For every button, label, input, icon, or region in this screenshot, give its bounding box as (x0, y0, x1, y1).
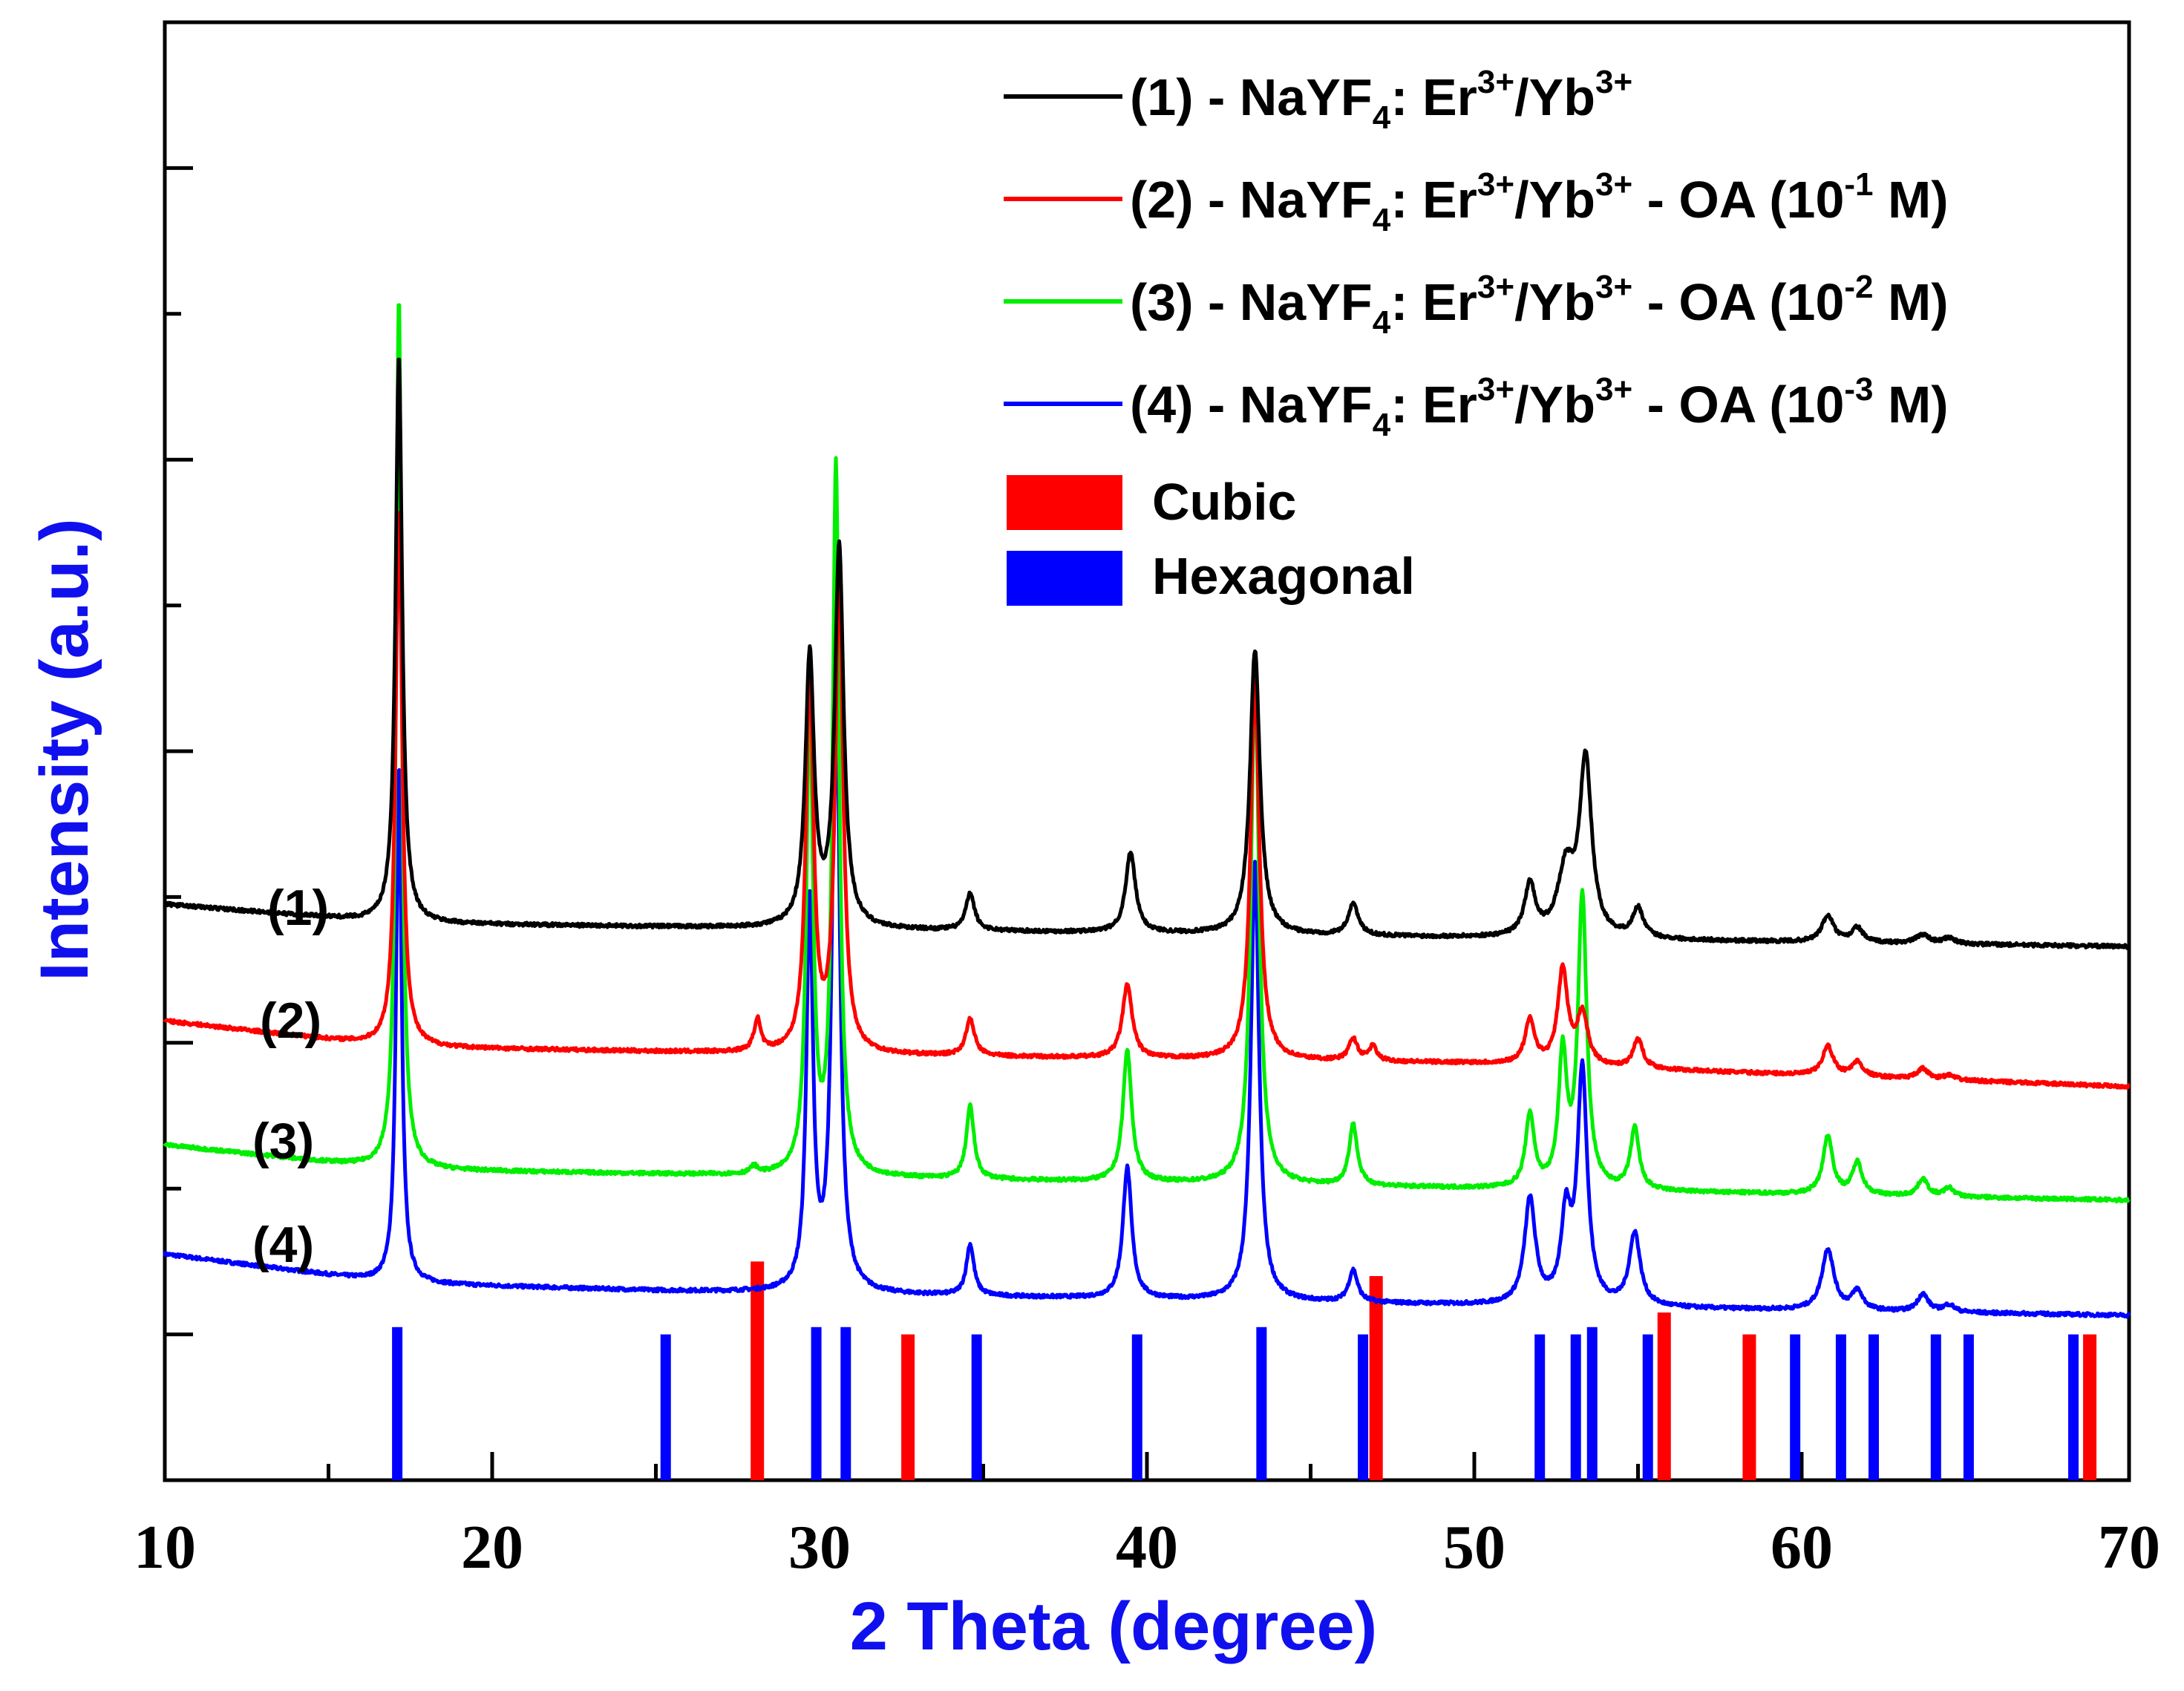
y-axis-ticks (165, 20, 193, 1337)
hexagonal-stick-2 (811, 1327, 822, 1480)
legend-swatch-hexagonal (1007, 551, 1122, 606)
x-axis-title: 2 Theta (degree) (850, 1589, 1378, 1664)
x-tick-label-70: 70 (2098, 1513, 2160, 1582)
x-tick-label-50: 50 (1443, 1513, 1505, 1582)
hexagonal-stick-11 (1642, 1334, 1653, 1480)
hexagonal-stick-13 (1835, 1334, 1846, 1480)
hexagonal-stick-15 (1930, 1334, 1941, 1480)
hexagonal-stick-5 (1131, 1334, 1142, 1480)
hexagonal-stick-14 (1869, 1334, 1880, 1480)
hexagonal-stick-17 (2068, 1334, 2079, 1480)
legend-label-2: (2) - NaYF4: Er3+/Yb3+ - OA (10-1 M) (1130, 166, 1949, 238)
hexagonal-stick-3 (840, 1327, 851, 1480)
curve-label-3: (3) (252, 1113, 314, 1169)
legend-label-hexagonal: Hexagonal (1152, 547, 1415, 605)
plot-frame (163, 20, 2131, 1482)
x-axis-ticks (163, 1452, 2131, 1480)
hexagonal-stick-12 (1790, 1334, 1801, 1480)
hexagonal-stick-9 (1570, 1334, 1581, 1480)
cubic-stick-4 (1742, 1334, 1756, 1480)
x-tick-labels: 10 20 30 40 50 60 70 (134, 1513, 2160, 1582)
hexagonal-stick-8 (1534, 1334, 1546, 1480)
curve-label-1: (1) (267, 880, 329, 936)
cubic-stick-5 (2083, 1334, 2097, 1480)
legend-label-4: (4) - NaYF4: Er3+/Yb3+ - OA (10-3 M) (1130, 371, 1949, 443)
xrd-curves (163, 303, 2131, 1319)
curve-label-4: (4) (252, 1217, 314, 1273)
hexagonal-stick-6 (1256, 1327, 1267, 1480)
hexagonal-stick-4 (971, 1334, 982, 1480)
hexagonal-stick-16 (1963, 1334, 1974, 1480)
legend-label-3: (3) - NaYF4: Er3+/Yb3+ - OA (10-2 M) (1130, 269, 1949, 341)
x-tick-label-30: 30 (788, 1513, 851, 1582)
hexagonal-stick-0 (392, 1327, 403, 1480)
series-line-s3 (163, 303, 2131, 1204)
series-line-s2 (163, 511, 2131, 1090)
curve-label-2: (2) (260, 992, 321, 1049)
hexagonal-stick-1 (660, 1334, 671, 1480)
hexagonal-stick-7 (1358, 1334, 1369, 1480)
x-tick-label-60: 60 (1771, 1513, 1833, 1582)
hexagonal-stick-10 (1586, 1327, 1598, 1480)
legend-label-cubic: Cubic (1152, 473, 1296, 531)
x-tick-label-10: 10 (134, 1513, 196, 1582)
y-axis-title: Intensity (a.u.) (27, 518, 102, 981)
x-tick-label-20: 20 (461, 1513, 523, 1582)
cubic-stick-1 (901, 1334, 915, 1480)
cubic-stick-2 (1369, 1276, 1383, 1480)
cubic-stick-3 (1657, 1312, 1671, 1480)
x-tick-label-40: 40 (1116, 1513, 1178, 1582)
legend-label-1: (1) - NaYF4: Er3+/Yb3+ (1130, 64, 1632, 136)
legend-swatch-cubic (1007, 475, 1122, 530)
series-line-s4 (163, 612, 2131, 1319)
reference-sticks (392, 1261, 2097, 1480)
series-line-s1 (163, 357, 2131, 950)
cubic-stick-0 (751, 1261, 765, 1480)
legend: (1) - NaYF4: Er3+/Yb3+ (2) - NaYF4: Er3+… (1004, 64, 1949, 606)
